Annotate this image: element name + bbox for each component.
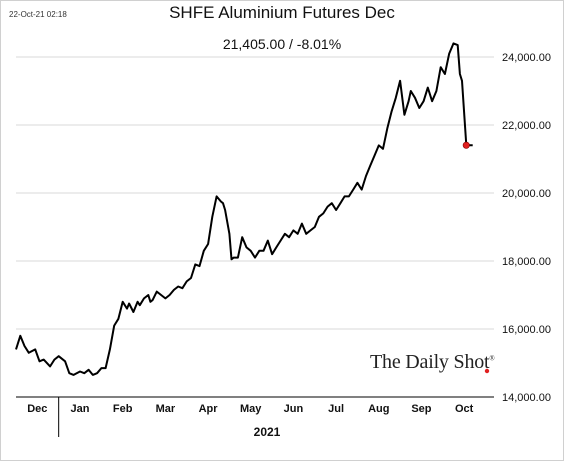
last-value-point xyxy=(462,141,470,149)
y-tick-label: 18,000.00 xyxy=(502,256,551,268)
chart-subtitle: 21,405.00 / -8.01% xyxy=(222,36,342,52)
watermark-logo: The Daily Shot® xyxy=(370,351,495,374)
x-tick-label: Sep xyxy=(411,403,431,415)
x-tick-label: Jun xyxy=(284,403,304,415)
y-tick-label: 24,000.00 xyxy=(502,52,551,64)
x-tick-label: Aug xyxy=(368,403,389,415)
y-tick-label: 16,000.00 xyxy=(502,324,551,336)
y-tick-label: 14,000.00 xyxy=(502,392,551,404)
x-axis-label: 2021 xyxy=(253,425,281,439)
watermark-registered-mark: ® xyxy=(489,354,495,363)
x-tick-label: Mar xyxy=(156,403,176,415)
timestamp: 22-Oct-21 02:18 xyxy=(9,10,67,19)
x-tick-label: Oct xyxy=(455,403,474,415)
watermark-dot xyxy=(484,368,490,374)
x-tick-label: Jan xyxy=(71,403,90,415)
x-tick-label: Dec xyxy=(27,403,47,415)
y-tick-label: 20,000.00 xyxy=(502,188,551,200)
price-line xyxy=(15,42,473,376)
x-tick-label: May xyxy=(240,403,262,415)
y-tick-label: 22,000.00 xyxy=(502,120,551,132)
chart-title: SHFE Aluminium Futures Dec xyxy=(169,3,395,22)
x-tick-label: Feb xyxy=(113,403,133,415)
watermark-text: The Daily Shot xyxy=(370,351,490,373)
x-tick-label: Jul xyxy=(328,403,344,415)
x-tick-label: Apr xyxy=(199,403,219,415)
